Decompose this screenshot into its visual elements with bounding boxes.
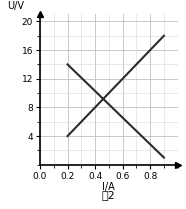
Y-axis label: U/V: U/V — [7, 1, 24, 11]
X-axis label: I/A: I/A — [102, 182, 115, 192]
Title: 图2: 图2 — [102, 191, 116, 200]
